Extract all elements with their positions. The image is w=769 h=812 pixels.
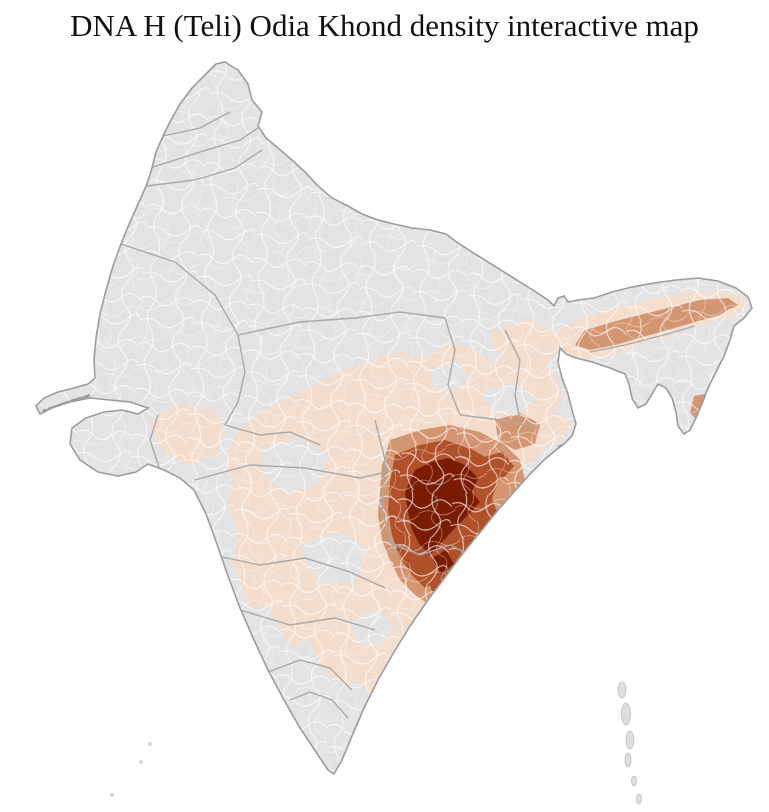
state-borders [120, 111, 696, 719]
island[interactable] [148, 742, 152, 746]
state-border-line [149, 127, 259, 169]
island[interactable] [617, 681, 627, 699]
state-border-line [194, 464, 396, 481]
island[interactable] [139, 760, 143, 764]
island[interactable] [110, 793, 114, 797]
island[interactable] [621, 702, 631, 726]
state-border-line [239, 609, 376, 631]
state-border-line [289, 691, 349, 719]
state-border-line [267, 659, 353, 691]
state-border-line [146, 149, 263, 187]
state-border-line [589, 325, 696, 353]
state-border-line [237, 311, 446, 336]
state-border-line [384, 539, 471, 556]
state-border-line [162, 111, 231, 137]
state-border-line [459, 414, 541, 429]
district-borders-texture-2 [36, 62, 752, 774]
district-region-medium[interactable] [440, 575, 473, 608]
island[interactable] [624, 752, 632, 768]
andaman-islands[interactable] [617, 681, 642, 805]
district-region-medium[interactable] [598, 390, 616, 416]
state-border-line [374, 419, 396, 556]
island[interactable] [625, 730, 635, 750]
state-border-line [224, 424, 321, 446]
lakshadweep-islands[interactable] [110, 742, 152, 797]
state-border-line [444, 317, 461, 416]
island[interactable] [631, 775, 637, 787]
state-border-line [149, 414, 161, 471]
island[interactable] [636, 793, 642, 805]
state-border-line [211, 554, 386, 589]
page-title: DNA H (Teli) Odia Khond density interact… [70, 8, 699, 43]
state-border-line [504, 329, 521, 421]
